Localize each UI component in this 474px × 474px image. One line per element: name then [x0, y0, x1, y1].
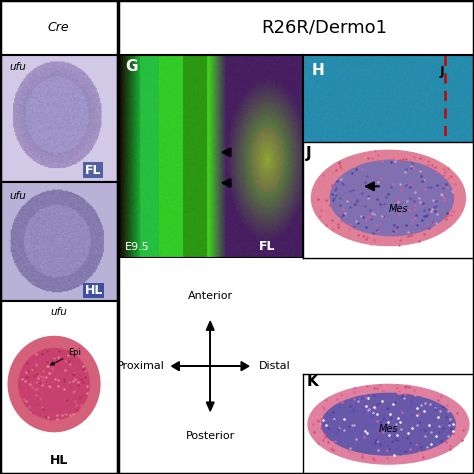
Text: Mes: Mes	[379, 424, 398, 434]
Text: E9.5: E9.5	[125, 242, 150, 252]
Text: J: J	[306, 146, 312, 162]
Text: Posterior: Posterior	[186, 431, 235, 441]
Text: ufu: ufu	[50, 307, 67, 317]
Text: HL: HL	[85, 284, 103, 297]
FancyArrow shape	[172, 362, 210, 371]
Text: Mes: Mes	[389, 204, 409, 214]
Text: ufu: ufu	[9, 191, 26, 201]
Ellipse shape	[330, 160, 454, 236]
Ellipse shape	[308, 384, 469, 464]
Text: H: H	[311, 63, 324, 78]
Text: ufu: ufu	[9, 62, 26, 72]
Text: J: J	[440, 65, 445, 78]
Ellipse shape	[19, 348, 89, 419]
Text: R26R/Dermo1: R26R/Dermo1	[261, 18, 387, 36]
FancyArrow shape	[206, 366, 214, 411]
Text: K: K	[306, 374, 318, 390]
Ellipse shape	[311, 150, 465, 246]
Text: HL: HL	[50, 454, 68, 466]
Text: FL: FL	[258, 240, 275, 253]
Text: FL: FL	[85, 164, 101, 176]
Text: Anterior: Anterior	[188, 291, 233, 301]
Text: E10.5: E10.5	[311, 242, 343, 252]
Ellipse shape	[8, 337, 100, 432]
FancyArrow shape	[206, 321, 214, 366]
Text: Epi: Epi	[51, 348, 81, 365]
Ellipse shape	[322, 393, 455, 455]
Text: G: G	[125, 59, 137, 74]
Text: Proximal: Proximal	[117, 361, 164, 371]
Text: Cre: Cre	[48, 21, 70, 34]
FancyArrow shape	[210, 362, 249, 371]
Text: Distal: Distal	[258, 361, 290, 371]
